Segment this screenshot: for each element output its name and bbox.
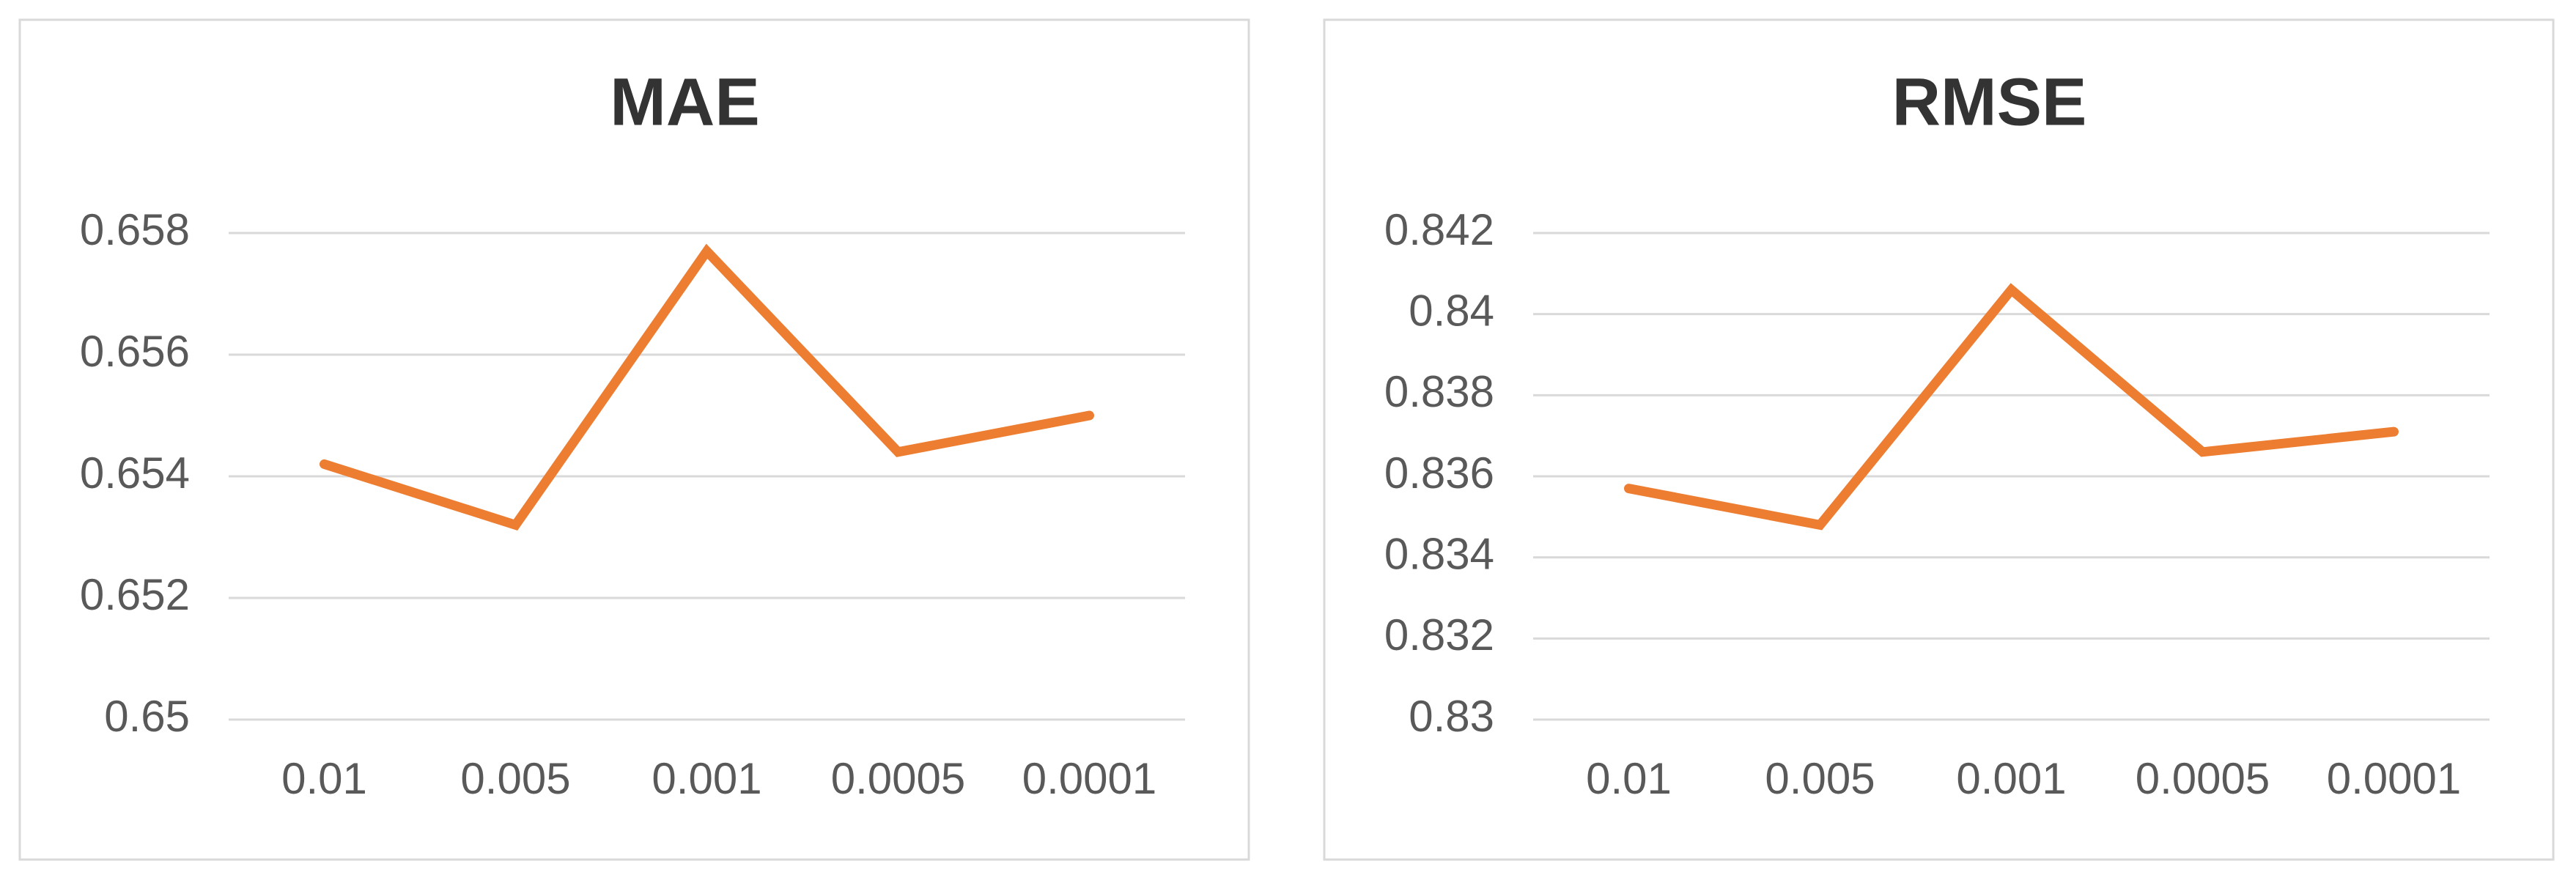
- y-tick-label: 0.834: [1384, 530, 1494, 579]
- y-tick-label: 0.656: [80, 327, 190, 376]
- y-tick-label: 0.836: [1384, 448, 1494, 498]
- x-tick-label: 0.001: [652, 754, 761, 803]
- chart-panel: MAE 0.65 0.652 0.654 0.656 0.658 0.01 0.005 0.00…: [18, 18, 1250, 861]
- x-tick-label: 0.0005: [2136, 754, 2270, 803]
- y-tick-label: 0.83: [1409, 692, 1494, 741]
- y-tick-label: 0.654: [80, 448, 190, 498]
- y-tick-label: 0.658: [80, 205, 190, 254]
- x-tick-label: 0.001: [1956, 754, 2066, 803]
- y-tick-label: 0.842: [1384, 205, 1494, 254]
- x-tick-label: 0.005: [460, 754, 570, 803]
- x-tick-label: 0.0001: [1022, 754, 1157, 803]
- y-tick-label: 0.84: [1409, 287, 1494, 336]
- x-tick-label: 0.0005: [831, 754, 966, 803]
- data-line: [1624, 283, 2399, 531]
- x-tick-label: 0.01: [281, 754, 367, 803]
- x-tick-label: 0.005: [1765, 754, 1875, 803]
- x-tick-label: 0.0001: [2327, 754, 2462, 803]
- y-tick-label: 0.652: [80, 570, 190, 619]
- chart-title: RMSE: [1892, 64, 2087, 139]
- y-tick-label: 0.838: [1384, 367, 1494, 416]
- chart-title: MAE: [610, 64, 759, 139]
- y-tick-label: 0.832: [1384, 610, 1494, 660]
- chart-panel: RMSE 0.83 0.832 0.834 0.836 0.838 0.84 0.842 0.0…: [1323, 18, 2555, 861]
- panel-border: [18, 18, 1250, 861]
- panel-border: [1323, 18, 2555, 861]
- x-tick-label: 0.01: [1586, 754, 1672, 803]
- data-line: [320, 243, 1094, 531]
- y-tick-label: 0.65: [104, 692, 190, 741]
